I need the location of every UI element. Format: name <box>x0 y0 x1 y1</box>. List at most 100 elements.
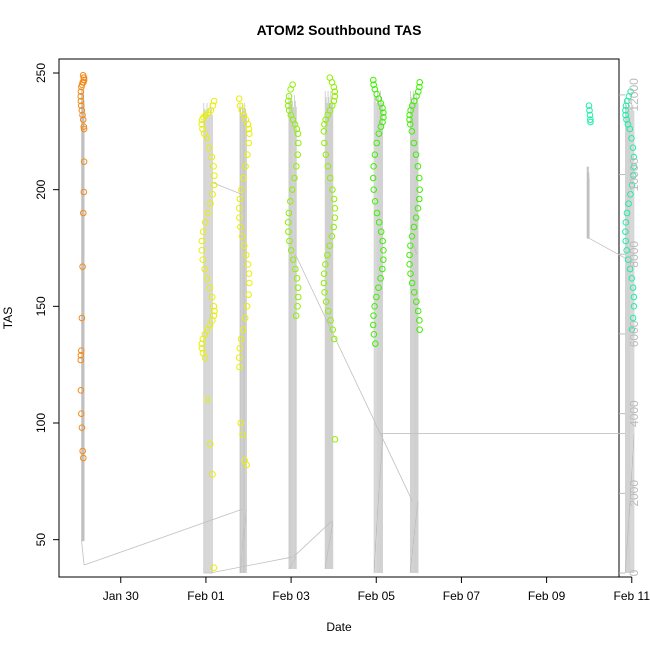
tas-point <box>408 128 416 135</box>
tas-point <box>322 298 330 305</box>
tas-point <box>406 251 413 259</box>
tas-point <box>630 293 638 301</box>
tas-point <box>244 121 252 128</box>
tas-point <box>284 219 292 226</box>
tas-point <box>77 387 85 394</box>
tas-point <box>198 121 205 128</box>
tas-point <box>412 214 420 221</box>
tas-point <box>373 139 381 147</box>
tas-point <box>416 326 423 333</box>
tas-point <box>370 163 377 170</box>
tas-point <box>236 214 243 221</box>
tas-point <box>415 174 423 182</box>
tas-point <box>242 163 249 170</box>
tas-point <box>330 83 338 91</box>
tas-point <box>414 163 422 170</box>
tas-point <box>371 198 379 205</box>
tas-point <box>201 354 209 361</box>
tas-point <box>322 151 330 158</box>
tas-point <box>237 419 244 427</box>
tas-point <box>412 151 420 158</box>
tas-point <box>372 340 379 347</box>
x-tick-label: Feb 09 <box>528 589 566 603</box>
tas-point <box>377 123 385 130</box>
tas-point <box>331 93 339 100</box>
y2-tick-label: 6000 <box>627 320 641 347</box>
tas-point <box>331 436 339 443</box>
tas-point <box>79 209 87 217</box>
y-axis: 50 100 150 200 250 <box>34 63 59 546</box>
y-axis-label: TAS <box>1 307 15 329</box>
tas-point <box>77 352 85 359</box>
tas-point <box>289 256 297 263</box>
tas-point <box>207 200 214 207</box>
tas-point <box>80 454 87 462</box>
tas-point <box>236 195 244 203</box>
tas-point <box>77 347 85 354</box>
tas-point <box>328 233 336 240</box>
tas-point <box>198 116 206 123</box>
tas-point <box>235 95 243 102</box>
tas-point <box>326 174 334 182</box>
tas-point <box>80 74 88 81</box>
tas-point <box>377 275 384 282</box>
tas-point <box>78 410 85 417</box>
tas-point <box>294 284 302 291</box>
tas-point <box>330 195 338 203</box>
tas-point <box>240 242 248 249</box>
tas-point <box>204 209 212 217</box>
tas-point <box>629 144 637 151</box>
tas-point <box>324 307 332 315</box>
tas-point <box>628 135 635 142</box>
tas-point <box>322 261 329 268</box>
tas-point <box>373 209 381 217</box>
tas-point <box>241 314 249 322</box>
tas-point <box>210 181 218 189</box>
altitude-line <box>324 521 334 570</box>
tas-point <box>293 275 301 282</box>
tas-point <box>287 247 295 254</box>
altitude-line <box>81 541 85 566</box>
plot-frame <box>58 58 620 578</box>
tas-point <box>330 335 338 343</box>
tas-point <box>630 163 638 170</box>
tas-point <box>416 186 423 193</box>
x-tick-label: Feb 05 <box>358 589 396 603</box>
altitude-line <box>294 254 413 502</box>
tas-point <box>210 303 218 310</box>
tas-point <box>198 345 206 352</box>
tas-point <box>235 205 243 212</box>
tas-point <box>380 114 387 121</box>
altitude-line <box>288 556 297 570</box>
tas-point <box>78 83 85 91</box>
tas-point <box>79 111 86 119</box>
tas-point <box>201 265 208 273</box>
tas-point <box>237 335 245 343</box>
tas-point <box>240 174 247 182</box>
tas-point <box>209 191 216 198</box>
tas-point <box>287 198 294 205</box>
tas-point <box>285 209 293 217</box>
tas-point <box>369 174 377 182</box>
secondary-y-axis: 0 2000 4000 6000 8000 10000 12000 <box>619 78 641 576</box>
altitude-line <box>239 509 247 574</box>
tas-point <box>80 125 88 133</box>
tas-point <box>321 139 328 147</box>
tas-point <box>243 461 250 469</box>
tas-point <box>79 116 87 123</box>
tas-point <box>208 293 216 301</box>
tas-point <box>245 270 253 277</box>
tas-point <box>623 247 630 254</box>
tas-point <box>371 151 379 158</box>
tas-point <box>622 111 629 119</box>
tas-point <box>246 130 253 137</box>
x-tick-label: Feb 01 <box>187 589 225 603</box>
tas-point <box>293 125 301 133</box>
tas-point <box>204 396 211 403</box>
tas-point <box>375 284 382 291</box>
tas-point <box>203 275 211 282</box>
tas-point <box>211 307 218 315</box>
altitude-line <box>292 520 332 558</box>
tas-point <box>629 172 637 179</box>
x-tick-label: Jan 30 <box>103 589 139 603</box>
